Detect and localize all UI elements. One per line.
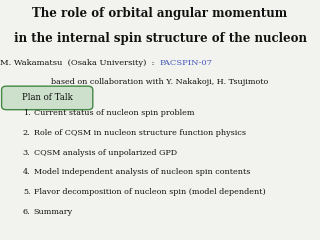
Text: CQSM analysis of unpolarized GPD: CQSM analysis of unpolarized GPD	[34, 149, 177, 156]
Text: Plan of Talk: Plan of Talk	[22, 93, 73, 102]
Text: Flavor decomposition of nucleon spin (model dependent): Flavor decomposition of nucleon spin (mo…	[34, 188, 265, 196]
Text: M. Wakamatsu  (Osaka University)  :: M. Wakamatsu (Osaka University) :	[0, 59, 160, 67]
Text: in the internal spin structure of the nucleon: in the internal spin structure of the nu…	[13, 32, 307, 45]
Text: Summary: Summary	[34, 208, 73, 216]
Text: PACSPIN-07: PACSPIN-07	[160, 59, 213, 67]
Text: 5.: 5.	[23, 188, 30, 196]
Text: 4.: 4.	[23, 168, 30, 176]
FancyBboxPatch shape	[2, 86, 93, 110]
Text: Role of CQSM in nucleon structure function physics: Role of CQSM in nucleon structure functi…	[34, 129, 246, 137]
Text: 3.: 3.	[23, 149, 30, 156]
Text: Model independent analysis of nucleon spin contents: Model independent analysis of nucleon sp…	[34, 168, 250, 176]
Text: The role of orbital angular momentum: The role of orbital angular momentum	[32, 7, 288, 20]
Text: 6.: 6.	[23, 208, 30, 216]
Text: 1.: 1.	[23, 109, 30, 117]
Text: based on collaboration with Y. Nakakoji, H. Tsujimoto: based on collaboration with Y. Nakakoji,…	[52, 78, 268, 86]
Text: Current status of nucleon spin problem: Current status of nucleon spin problem	[34, 109, 194, 117]
Text: 2.: 2.	[23, 129, 30, 137]
